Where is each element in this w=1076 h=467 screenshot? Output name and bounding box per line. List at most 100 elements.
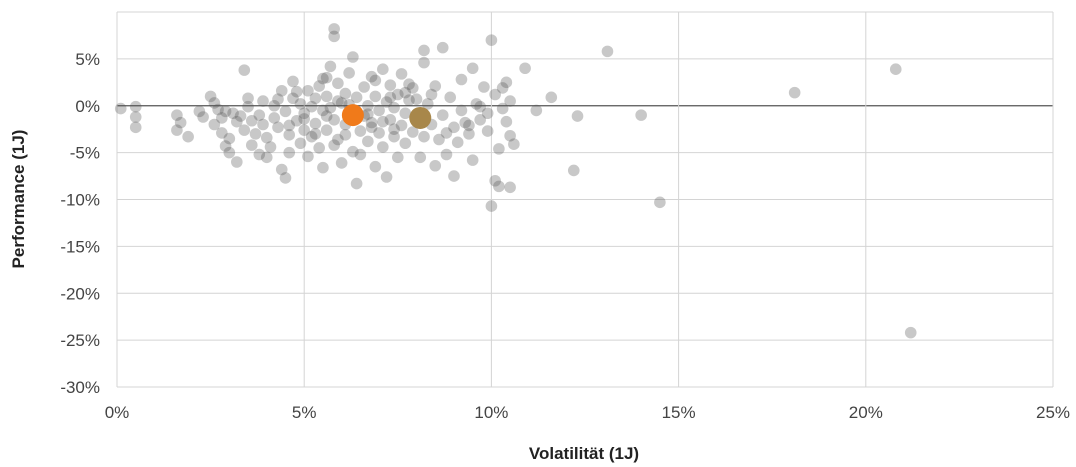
data-point xyxy=(455,73,468,86)
data-point xyxy=(459,116,471,129)
data-point xyxy=(294,137,307,150)
x-tick-label: 10% xyxy=(474,403,508,422)
data-point xyxy=(257,95,269,107)
data-point xyxy=(485,34,498,46)
data-point xyxy=(317,161,329,174)
data-point xyxy=(395,68,408,80)
data-point xyxy=(388,101,400,114)
data-point xyxy=(347,145,359,158)
data-point xyxy=(410,93,423,105)
data-point xyxy=(275,163,288,176)
data-point xyxy=(545,91,558,104)
data-point xyxy=(436,109,449,121)
data-point xyxy=(219,105,232,118)
data-point xyxy=(508,138,520,150)
data-point xyxy=(324,60,337,73)
data-point xyxy=(287,92,299,105)
data-point xyxy=(249,128,262,140)
data-point xyxy=(219,140,232,152)
data-point xyxy=(377,115,389,128)
y-tick-label: -10% xyxy=(60,191,100,210)
data-point xyxy=(567,164,580,177)
data-point xyxy=(388,130,400,143)
data-point xyxy=(406,82,419,94)
data-point xyxy=(369,160,382,173)
data-point xyxy=(298,107,311,120)
data-point xyxy=(332,77,344,90)
data-point xyxy=(418,44,430,57)
data-point xyxy=(889,63,902,75)
data-point xyxy=(377,63,389,75)
data-point xyxy=(320,110,333,122)
data-point xyxy=(571,110,584,122)
data-point xyxy=(332,95,344,107)
data-point xyxy=(489,174,501,187)
highlight-point xyxy=(409,106,432,129)
y-tick-label: -5% xyxy=(70,144,100,163)
data-point xyxy=(392,88,404,101)
data-point xyxy=(302,84,314,97)
data-point xyxy=(272,121,284,134)
data-point xyxy=(519,62,531,75)
data-point xyxy=(474,100,486,113)
data-point xyxy=(354,148,367,161)
data-point xyxy=(470,98,483,110)
data-point xyxy=(365,70,378,83)
data-point xyxy=(350,91,363,104)
data-point xyxy=(231,156,243,168)
data-point xyxy=(388,123,400,135)
data-point xyxy=(500,115,513,128)
x-tick-label: 5% xyxy=(292,403,317,422)
data-point xyxy=(489,88,501,101)
data-point xyxy=(530,104,543,117)
data-point xyxy=(395,119,408,132)
x-tick-label: 20% xyxy=(849,403,883,422)
data-point xyxy=(414,151,427,164)
y-tick-label: 0% xyxy=(75,97,100,116)
data-point xyxy=(403,78,415,90)
data-point xyxy=(309,117,322,130)
data-point xyxy=(294,98,307,110)
data-point xyxy=(114,102,127,115)
data-point xyxy=(654,196,666,209)
data-point xyxy=(320,124,333,136)
data-point xyxy=(234,110,247,122)
data-point xyxy=(335,97,348,109)
data-point xyxy=(369,90,382,103)
data-point xyxy=(129,111,142,123)
y-tick-label: -30% xyxy=(60,378,100,397)
data-point xyxy=(478,81,490,93)
data-point xyxy=(481,125,494,137)
data-point xyxy=(287,75,299,88)
data-point xyxy=(343,67,355,79)
data-point xyxy=(320,71,333,84)
data-point xyxy=(332,133,344,146)
data-point xyxy=(339,87,352,100)
data-point xyxy=(347,51,359,63)
data-point xyxy=(223,132,236,145)
data-point xyxy=(275,84,288,97)
data-point xyxy=(466,62,479,75)
grid xyxy=(116,11,1054,388)
data-point xyxy=(369,74,382,87)
data-points xyxy=(114,23,917,339)
data-point xyxy=(182,130,194,143)
data-point xyxy=(448,121,460,134)
data-point xyxy=(406,126,419,138)
highlight-points xyxy=(341,104,432,129)
data-point xyxy=(358,81,370,93)
data-point xyxy=(283,119,296,132)
data-point xyxy=(253,148,266,161)
y-axis-title: Performance (1J) xyxy=(9,130,28,269)
data-point xyxy=(451,136,464,149)
data-point xyxy=(433,133,445,146)
data-point xyxy=(788,86,801,99)
data-point xyxy=(257,118,269,131)
data-point xyxy=(208,97,221,109)
data-point xyxy=(290,114,303,127)
data-point xyxy=(260,151,273,164)
data-point xyxy=(305,130,318,143)
data-point xyxy=(245,114,258,127)
data-point xyxy=(380,171,393,183)
data-point xyxy=(500,76,513,89)
